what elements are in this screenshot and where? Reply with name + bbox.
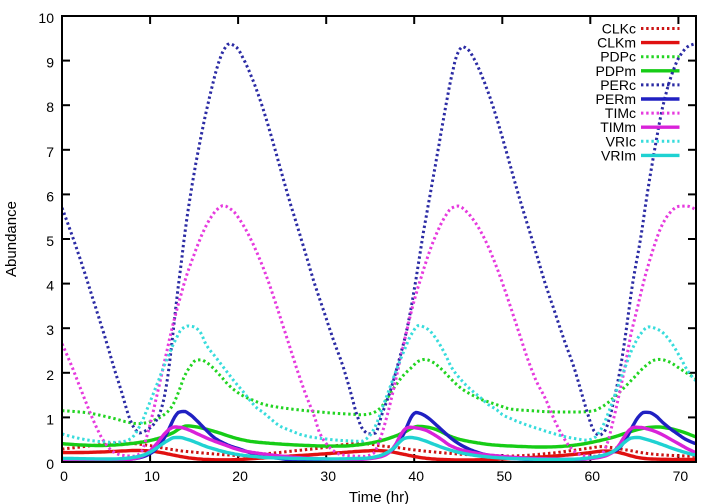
svg-text:40: 40 [408, 468, 424, 484]
svg-text:8: 8 [46, 99, 54, 115]
svg-text:PERm: PERm [596, 91, 636, 107]
svg-text:10: 10 [38, 10, 54, 26]
svg-text:30: 30 [320, 468, 336, 484]
svg-text:3: 3 [46, 322, 54, 338]
svg-text:50: 50 [497, 468, 513, 484]
svg-text:0: 0 [46, 456, 54, 472]
svg-text:TIMm: TIMm [600, 119, 636, 135]
svg-text:6: 6 [46, 188, 54, 204]
svg-text:4: 4 [46, 278, 54, 294]
svg-text:CLKm: CLKm [597, 35, 636, 51]
svg-text:7: 7 [46, 144, 54, 160]
svg-text:60: 60 [585, 468, 601, 484]
svg-text:PERc: PERc [600, 77, 636, 93]
svg-text:TIMc: TIMc [605, 105, 636, 121]
svg-text:CLKc: CLKc [602, 21, 636, 37]
svg-text:Abundance: Abundance [3, 201, 20, 277]
svg-text:9: 9 [46, 55, 54, 71]
svg-text:2: 2 [46, 367, 54, 383]
svg-text:VRIc: VRIc [606, 133, 636, 149]
svg-text:0: 0 [60, 468, 68, 484]
svg-text:PDPc: PDPc [600, 49, 636, 65]
svg-text:VRIm: VRIm [601, 147, 636, 163]
svg-text:Time (hr): Time (hr) [349, 489, 409, 504]
svg-text:20: 20 [232, 468, 248, 484]
svg-text:PDPm: PDPm [596, 63, 636, 79]
svg-text:10: 10 [144, 468, 160, 484]
svg-text:1: 1 [46, 411, 54, 427]
svg-text:70: 70 [673, 468, 689, 484]
svg-text:5: 5 [46, 233, 54, 249]
